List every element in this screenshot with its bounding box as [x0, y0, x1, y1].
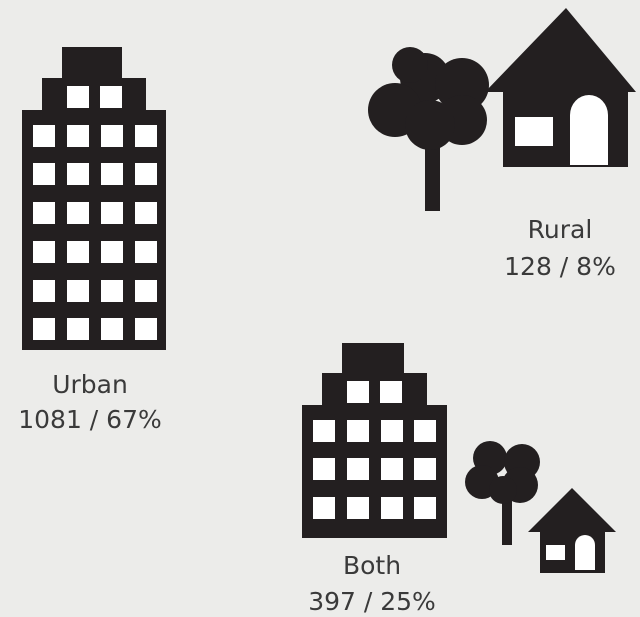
window: [67, 125, 89, 147]
window: [67, 318, 89, 340]
window: [414, 497, 436, 519]
window: [67, 280, 89, 302]
window: [67, 86, 89, 108]
window: [135, 241, 157, 263]
window: [101, 202, 123, 224]
both-value: 397 / 25%: [308, 587, 436, 616]
window: [380, 381, 402, 403]
window: [100, 86, 122, 108]
window: [135, 318, 157, 340]
window: [313, 420, 335, 442]
window: [381, 420, 403, 442]
window: [347, 420, 369, 442]
window: [414, 458, 436, 480]
window: [67, 202, 89, 224]
window: [135, 163, 157, 185]
rural-tree: [368, 47, 489, 211]
window: [347, 497, 369, 519]
window: [33, 318, 55, 340]
window: [101, 280, 123, 302]
window: [101, 241, 123, 263]
both-building: [302, 343, 447, 538]
window: [33, 125, 55, 147]
window: [67, 163, 89, 185]
rural-house: [485, 8, 636, 167]
window: [101, 125, 123, 147]
window: [381, 497, 403, 519]
window: [33, 241, 55, 263]
window: [33, 280, 55, 302]
window: [101, 318, 123, 340]
window: [33, 202, 55, 224]
rural-value: 128 / 8%: [504, 252, 616, 281]
urban-value: 1081 / 67%: [18, 405, 162, 434]
window: [101, 163, 123, 185]
window: [313, 497, 335, 519]
both-tree: [465, 441, 540, 545]
window: [135, 202, 157, 224]
window: [347, 458, 369, 480]
window: [313, 458, 335, 480]
rural-label: Rural: [528, 215, 593, 244]
window: [135, 125, 157, 147]
both-house: [528, 488, 616, 573]
urban-label: Urban: [52, 370, 128, 399]
urban-building: [22, 47, 166, 350]
window: [33, 163, 55, 185]
window: [347, 381, 369, 403]
both-label: Both: [343, 551, 401, 580]
window: [381, 458, 403, 480]
window: [135, 280, 157, 302]
window: [414, 420, 436, 442]
window: [67, 241, 89, 263]
